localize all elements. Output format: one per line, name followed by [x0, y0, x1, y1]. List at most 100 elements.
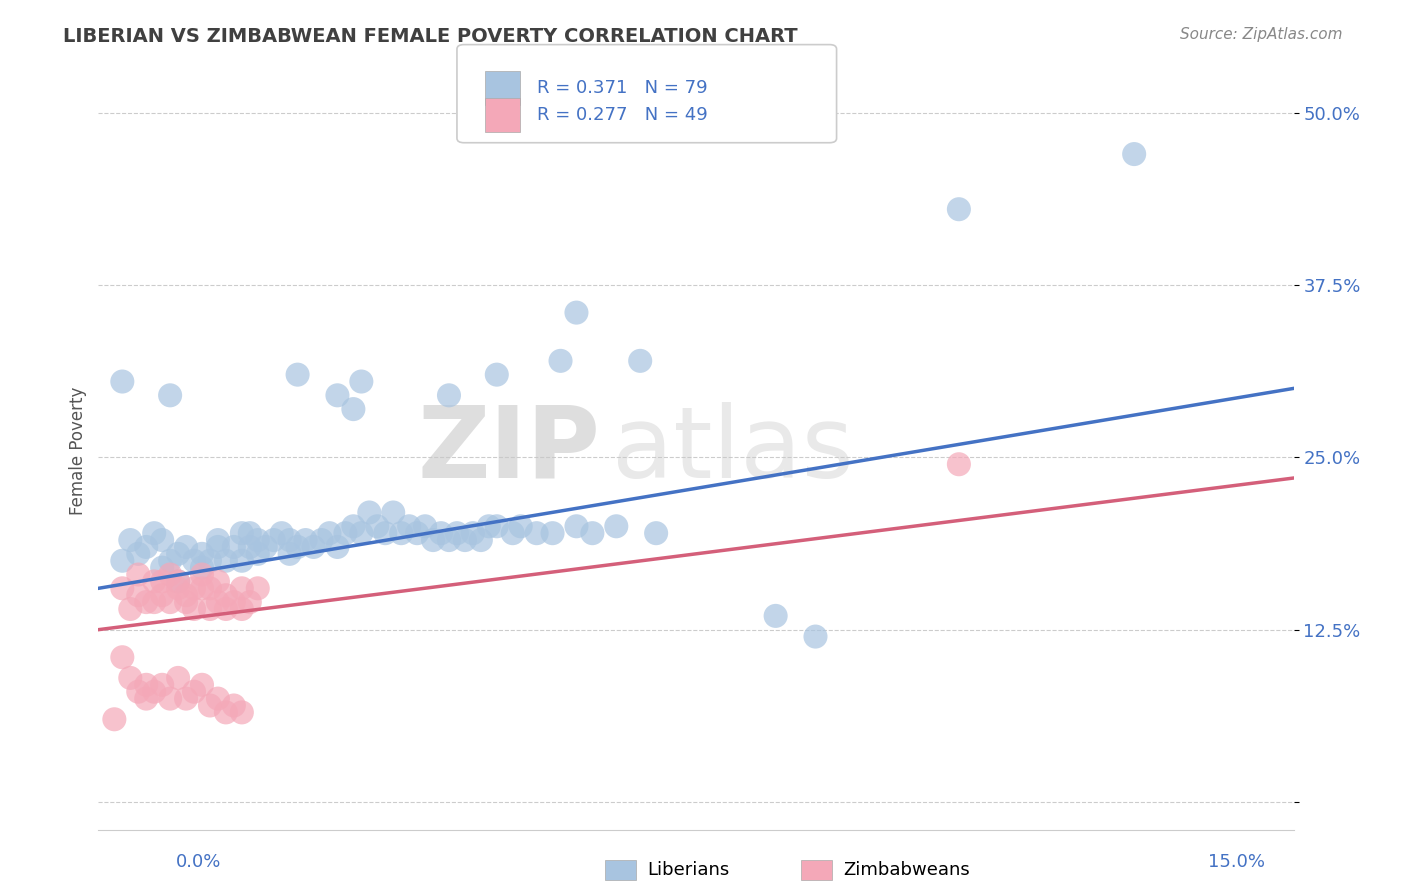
Point — [111, 375, 134, 389]
Point — [127, 588, 149, 602]
Text: Zimbabweans: Zimbabweans — [844, 861, 970, 879]
Point — [222, 698, 245, 713]
Point — [246, 533, 269, 547]
Point — [485, 519, 508, 533]
Point — [159, 567, 181, 582]
Point — [254, 540, 277, 554]
Point — [406, 526, 429, 541]
Point — [159, 691, 181, 706]
Point — [326, 540, 349, 554]
Point — [198, 582, 221, 596]
Point — [120, 533, 142, 547]
Point — [541, 526, 564, 541]
Point — [111, 554, 134, 568]
Point — [502, 526, 524, 541]
Point — [239, 595, 262, 609]
Point — [239, 526, 262, 541]
Point — [215, 706, 238, 720]
Point — [198, 698, 221, 713]
Point — [215, 554, 238, 568]
Text: ZIP: ZIP — [418, 402, 600, 499]
Point — [191, 547, 214, 561]
Point — [159, 595, 181, 609]
Point — [111, 650, 134, 665]
Point — [198, 602, 221, 616]
Point — [150, 560, 173, 574]
Point — [103, 712, 125, 726]
Point — [183, 582, 205, 596]
Point — [215, 602, 238, 616]
Point — [550, 354, 572, 368]
Point — [143, 684, 166, 698]
Point — [470, 533, 492, 547]
Point — [342, 402, 364, 417]
Text: Source: ZipAtlas.com: Source: ZipAtlas.com — [1180, 27, 1343, 42]
Point — [231, 706, 253, 720]
Point — [150, 574, 173, 589]
Point — [565, 519, 588, 533]
Point — [335, 526, 357, 541]
Point — [143, 595, 166, 609]
Point — [302, 540, 325, 554]
Point — [120, 602, 142, 616]
Point — [278, 547, 301, 561]
Point — [359, 506, 381, 520]
Point — [446, 526, 468, 541]
Point — [198, 554, 221, 568]
Point — [174, 540, 197, 554]
Point — [461, 526, 484, 541]
Point — [167, 574, 190, 589]
Point — [143, 574, 166, 589]
Point — [246, 547, 269, 561]
Point — [174, 595, 197, 609]
Point — [326, 388, 349, 402]
Point — [135, 691, 157, 706]
Point — [485, 368, 508, 382]
Point — [278, 533, 301, 547]
Point — [127, 684, 149, 698]
Point — [478, 519, 501, 533]
Text: atlas: atlas — [613, 402, 853, 499]
Point — [174, 588, 197, 602]
Point — [366, 519, 388, 533]
Text: LIBERIAN VS ZIMBABWEAN FEMALE POVERTY CORRELATION CHART: LIBERIAN VS ZIMBABWEAN FEMALE POVERTY CO… — [63, 27, 797, 45]
Point — [422, 533, 444, 547]
Point — [135, 540, 157, 554]
Point — [948, 457, 970, 471]
Point — [111, 582, 134, 596]
Point — [628, 354, 651, 368]
Point — [215, 588, 238, 602]
Point — [765, 608, 787, 623]
Point — [191, 582, 214, 596]
Point — [287, 540, 309, 554]
Point — [413, 519, 436, 533]
Point — [374, 526, 396, 541]
Point — [222, 595, 245, 609]
Point — [581, 526, 603, 541]
Point — [207, 574, 229, 589]
Point — [350, 375, 373, 389]
Point — [150, 533, 173, 547]
Point — [565, 305, 588, 319]
Point — [398, 519, 420, 533]
Point — [948, 202, 970, 217]
Point — [135, 595, 157, 609]
Point — [454, 533, 477, 547]
Point — [318, 526, 340, 541]
Text: R = 0.371   N = 79: R = 0.371 N = 79 — [537, 79, 707, 97]
Text: 0.0%: 0.0% — [176, 853, 221, 871]
Point — [231, 602, 253, 616]
Point — [207, 595, 229, 609]
Point — [174, 691, 197, 706]
Point — [389, 526, 412, 541]
Point — [437, 533, 460, 547]
Point — [135, 678, 157, 692]
Point — [294, 533, 316, 547]
Point — [127, 567, 149, 582]
Point — [287, 368, 309, 382]
Text: Liberians: Liberians — [647, 861, 728, 879]
Text: R = 0.277   N = 49: R = 0.277 N = 49 — [537, 106, 707, 124]
Point — [311, 533, 333, 547]
Point — [183, 684, 205, 698]
Point — [191, 567, 214, 582]
